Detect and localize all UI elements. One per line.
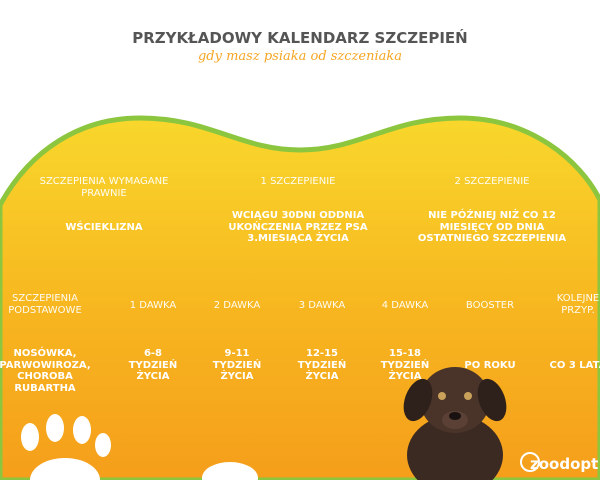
column-header: 1 DAWKA: [129, 300, 177, 311]
paws: [21, 414, 258, 480]
cell: PO ROKU: [464, 360, 516, 371]
subtitle: gdy masz psiaka od szczeniaka: [197, 49, 403, 64]
brand-logo: zoodopt: [530, 455, 599, 473]
cell: WCIĄGU 30DNI ODDNIA UKOŃCZENIA PRZEZ PSA…: [228, 210, 368, 244]
cell: 9-11 TYDZIEŃ ŻYCIA: [212, 348, 262, 382]
cell: 6-8 TYDZIEŃ ŻYCIA: [128, 348, 178, 382]
column-header: 3 DAWKA: [298, 300, 346, 311]
column-header: 2 SZCZEPIENIE: [454, 176, 530, 187]
cell: NIE PÓŹNIEJ NIŻ CO 12 MIESIĘCY OD DNIA O…: [417, 210, 567, 244]
title: PRZYKŁADOWY KALENDARZ SZCZEPIEŃ: [132, 29, 468, 47]
column-header: SZCZEPIENIA WYMAGANE PRAWNIE: [39, 176, 169, 199]
column-header: BOOSTER: [465, 300, 515, 311]
cell: 15-18 TYDZIEŃ ŻYCIA: [380, 348, 430, 382]
cell: 12-15 TYDZIEŃ ŻYCIA: [297, 348, 347, 382]
cell: NOSÓWKA, PARWOWIROZA, CHOROBA RUBARTHA: [0, 348, 91, 394]
brand-icon: [520, 452, 540, 472]
column-header: 1 SZCZEPIENIE: [260, 176, 336, 187]
cell: WŚCIEKLIZNA: [65, 222, 143, 233]
column-header: 2 DAWKA: [213, 300, 261, 311]
column-header: SZCZEPIENIA PODSTAWOWE: [8, 293, 82, 316]
puppy: [403, 367, 507, 480]
column-header: 4 DAWKA: [381, 300, 429, 311]
cell: CO 3 LATA: [549, 360, 600, 371]
column-header: KOLEJNE PRZYP.: [556, 293, 600, 316]
